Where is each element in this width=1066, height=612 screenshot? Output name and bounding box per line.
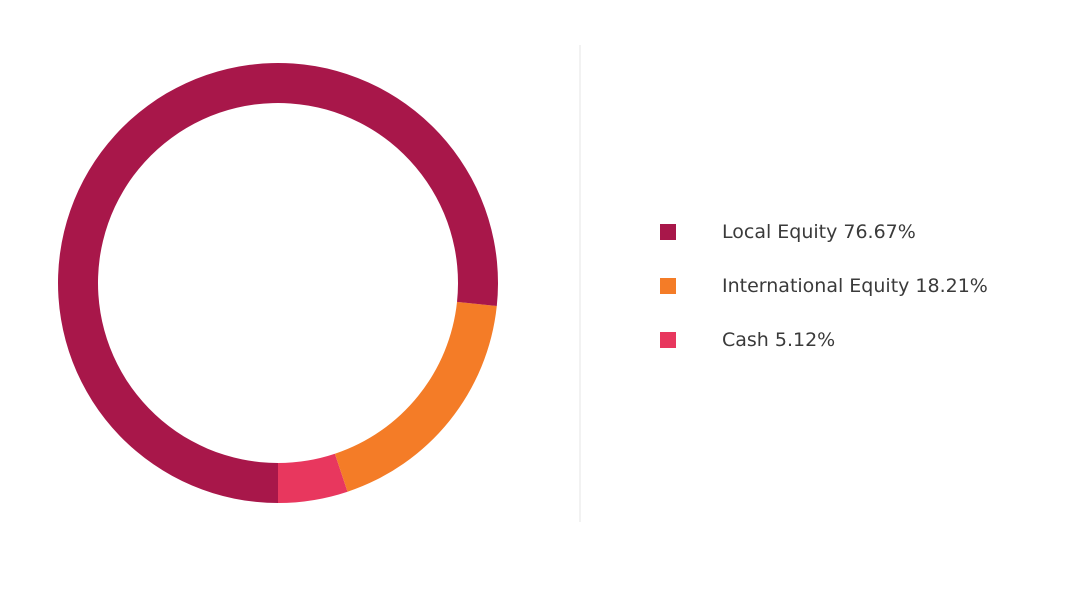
legend-name: Cash xyxy=(722,329,769,351)
legend-value: 76.67% xyxy=(843,221,915,243)
legend-name: International Equity xyxy=(722,275,909,297)
legend-value: 5.12% xyxy=(775,329,835,351)
donut-segment xyxy=(278,453,348,503)
legend-swatch xyxy=(660,278,676,294)
legend-swatch xyxy=(660,224,676,240)
legend-swatch xyxy=(660,332,676,348)
legend-label: International Equity 18.21% xyxy=(722,275,988,297)
legend-name: Local Equity xyxy=(722,221,837,243)
legend-value: 18.21% xyxy=(915,275,987,297)
legend-label: Cash 5.12% xyxy=(722,329,835,351)
donut-segment xyxy=(334,301,497,492)
legend-label: Local Equity 76.67% xyxy=(722,221,916,243)
